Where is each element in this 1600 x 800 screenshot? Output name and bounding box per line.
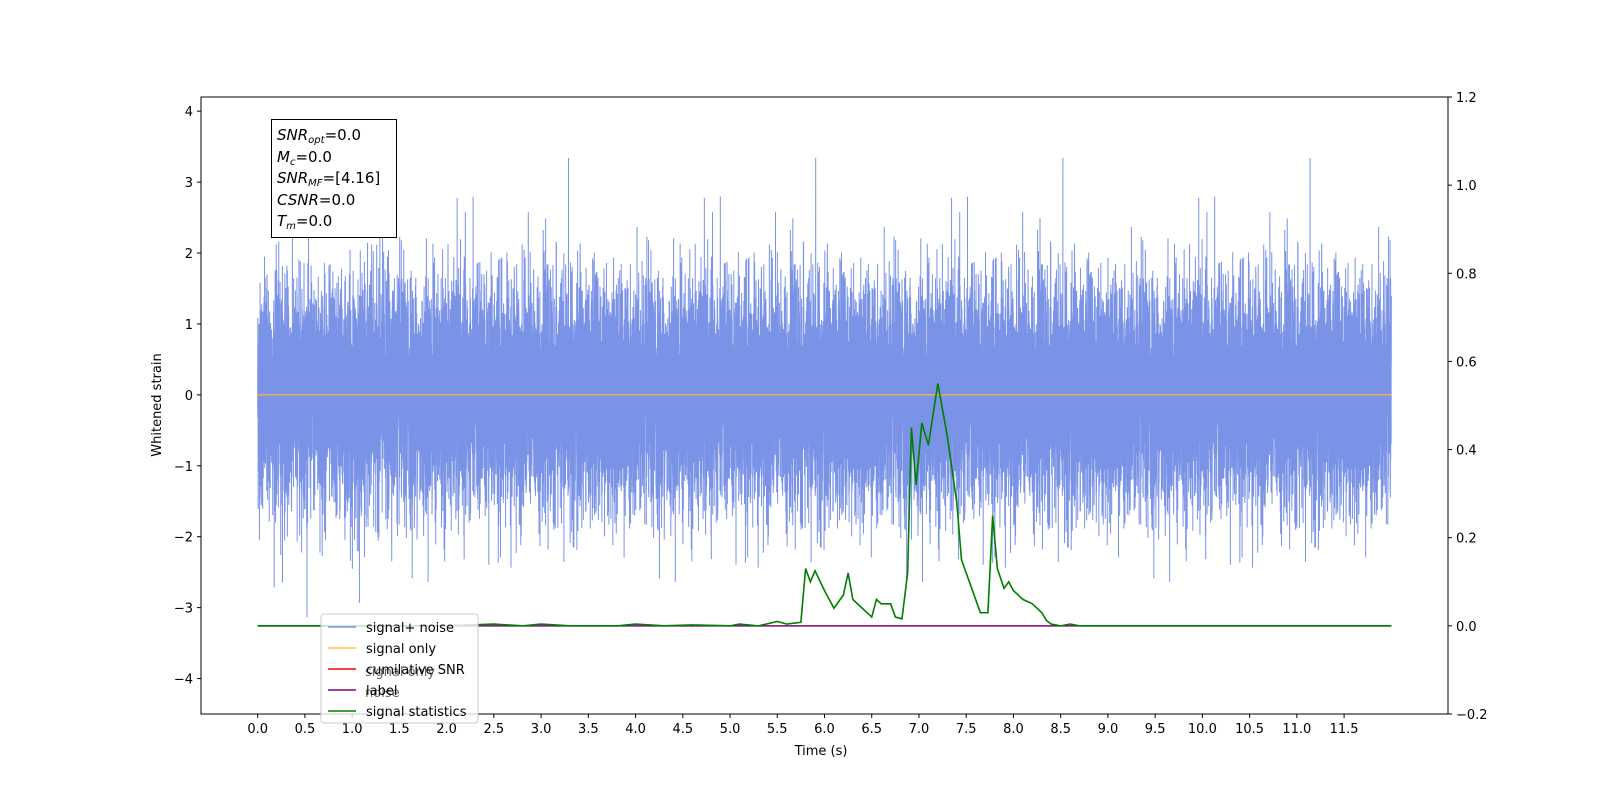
info-csnr: CSNR=0.0: [277, 190, 356, 209]
info-box: SNRopt=0.0 Mc=0.0 SNRMF=[4.16] CSNR=0.0 …: [271, 119, 397, 238]
x-tick-label: 7.0: [909, 722, 930, 737]
x-tick-label: 6.5: [861, 722, 882, 737]
legend-hidden-text-2: noise: [365, 686, 400, 701]
y-tick-label: 4: [185, 105, 193, 120]
legend-entry-label: cumilative SNR: [366, 663, 465, 678]
y2-tick-label: 0.0: [1456, 620, 1477, 635]
x-tick-label: 3.0: [531, 722, 552, 737]
legend-entry-label: signal only: [366, 642, 436, 657]
y-axis-left: 4 3 2 1 0 −1 −2 −3 −4: [174, 105, 201, 688]
x-tick-label: 5.5: [767, 722, 788, 737]
x-tick-label: 10.5: [1235, 722, 1264, 737]
x-tick-label: 2.5: [484, 722, 505, 737]
y-tick-label: 2: [185, 247, 193, 262]
signal-statistics-line: [257, 383, 1392, 627]
y-axis-right: 1.2 1.0 0.8 0.6 0.4 0.2 0.0 −0.2: [1448, 91, 1488, 723]
y-tick-label: −4: [174, 673, 193, 688]
info-snr-mf: SNRMF=[4.16]: [277, 169, 381, 189]
x-tick-label: 4.0: [625, 722, 646, 737]
noise-trace: [257, 157, 1392, 618]
x-tick-label: 10.0: [1188, 722, 1217, 737]
y-tick-label: −2: [174, 531, 193, 546]
x-tick-label: 11.0: [1282, 722, 1311, 737]
y2-tick-label: −0.2: [1456, 708, 1488, 723]
legend-entry-label: signal statistics: [366, 705, 467, 720]
x-tick-label: 8.5: [1050, 722, 1071, 737]
x-tick-label: 4.5: [672, 722, 693, 737]
x-tick-label: 8.0: [1003, 722, 1024, 737]
x-tick-label: 0.0: [247, 722, 268, 737]
x-axis-label: Time (s): [794, 744, 848, 759]
legend-frame: [320, 613, 479, 724]
y-tick-label: 1: [185, 318, 193, 333]
x-tick-label: 5.0: [720, 722, 741, 737]
y-axis-label: Whitened strain: [150, 353, 165, 456]
y2-tick-label: 0.6: [1456, 355, 1477, 370]
legend-entry-label: label: [366, 684, 397, 699]
x-tick-label: 2.0: [436, 722, 457, 737]
x-tick-label: 9.0: [1098, 722, 1119, 737]
y2-tick-label: 1.0: [1456, 179, 1477, 194]
info-mc: Mc=0.0: [277, 147, 332, 168]
x-axis: 0.0 0.5 1.0 1.5 2.0 2.5 3.0 3.5 4.0 4.5 5.0 5.5 6.0 6…: [247, 714, 1359, 737]
y2-tick-label: 0.4: [1456, 444, 1477, 459]
x-tick-label: 1.5: [389, 722, 410, 737]
legend-hidden-text-1: signal only: [365, 665, 435, 680]
y-tick-label: 0: [185, 389, 193, 404]
x-tick-label: 9.5: [1145, 722, 1166, 737]
x-tick-label: 3.5: [578, 722, 599, 737]
info-snr-opt: SNRopt=0.0: [277, 126, 361, 146]
x-tick-label: 0.5: [295, 722, 316, 737]
x-tick-label: 11.5: [1330, 722, 1359, 737]
y2-tick-label: 1.2: [1456, 91, 1477, 106]
legend: signal only noise signal+ noise signal on…: [320, 613, 479, 724]
signal-noise-series: [257, 157, 1392, 618]
y-tick-label: −3: [174, 602, 193, 617]
y2-tick-label: 0.8: [1456, 267, 1477, 282]
x-tick-label: 7.5: [956, 722, 977, 737]
y-tick-label: −1: [174, 460, 193, 475]
y-tick-label: 3: [185, 176, 193, 191]
x-tick-label: 6.0: [814, 722, 835, 737]
y2-tick-label: 0.2: [1456, 532, 1477, 547]
legend-entry-label: signal+ noise: [366, 621, 454, 636]
x-tick-label: 1.0: [342, 722, 363, 737]
info-tm: Tm=0.0: [277, 212, 333, 232]
